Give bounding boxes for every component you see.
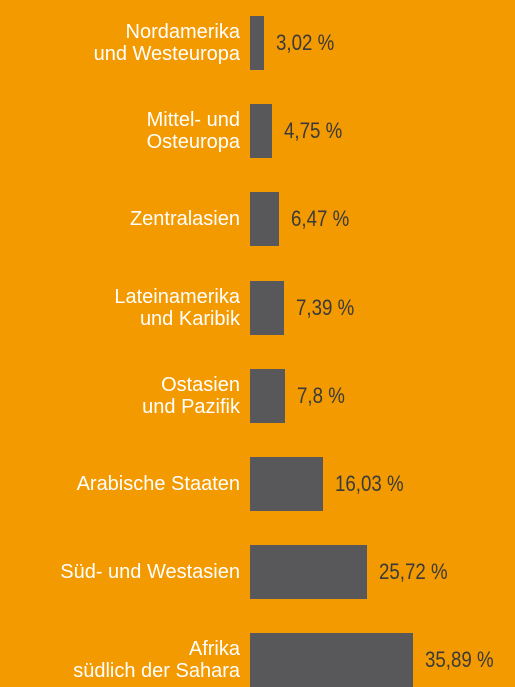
value-label: 7,8 % xyxy=(297,382,346,408)
category-label: Nordamerika und Westeuropa xyxy=(93,21,240,65)
category-label: Süd- und Westasien xyxy=(60,561,240,584)
category-label: Afrika südlich der Sahara xyxy=(73,638,240,683)
category-label: Lateinamerika und Karibik xyxy=(114,285,240,330)
bar xyxy=(250,368,286,423)
value-label: 25,72 % xyxy=(379,559,448,585)
value-label: 7,39 % xyxy=(295,294,354,320)
value-label: 6,47 % xyxy=(291,206,350,232)
bar xyxy=(250,545,368,600)
bar xyxy=(250,633,414,687)
value-label: 3,02 % xyxy=(275,30,334,55)
bar xyxy=(250,16,264,70)
category-label: Arabische Staaten xyxy=(76,473,240,495)
bar xyxy=(250,457,323,511)
value-label: 4,75 % xyxy=(283,118,342,144)
category-label: Zentralasien xyxy=(129,208,240,231)
value-label: 35,89 % xyxy=(425,647,494,673)
value-label: 16,03 % xyxy=(334,471,404,496)
bar xyxy=(250,192,280,247)
category-label: Ostasien und Pazifik xyxy=(142,373,240,418)
bar xyxy=(250,280,284,335)
category-label: Mittel- und Osteuropa xyxy=(146,109,240,154)
bar xyxy=(250,104,272,159)
